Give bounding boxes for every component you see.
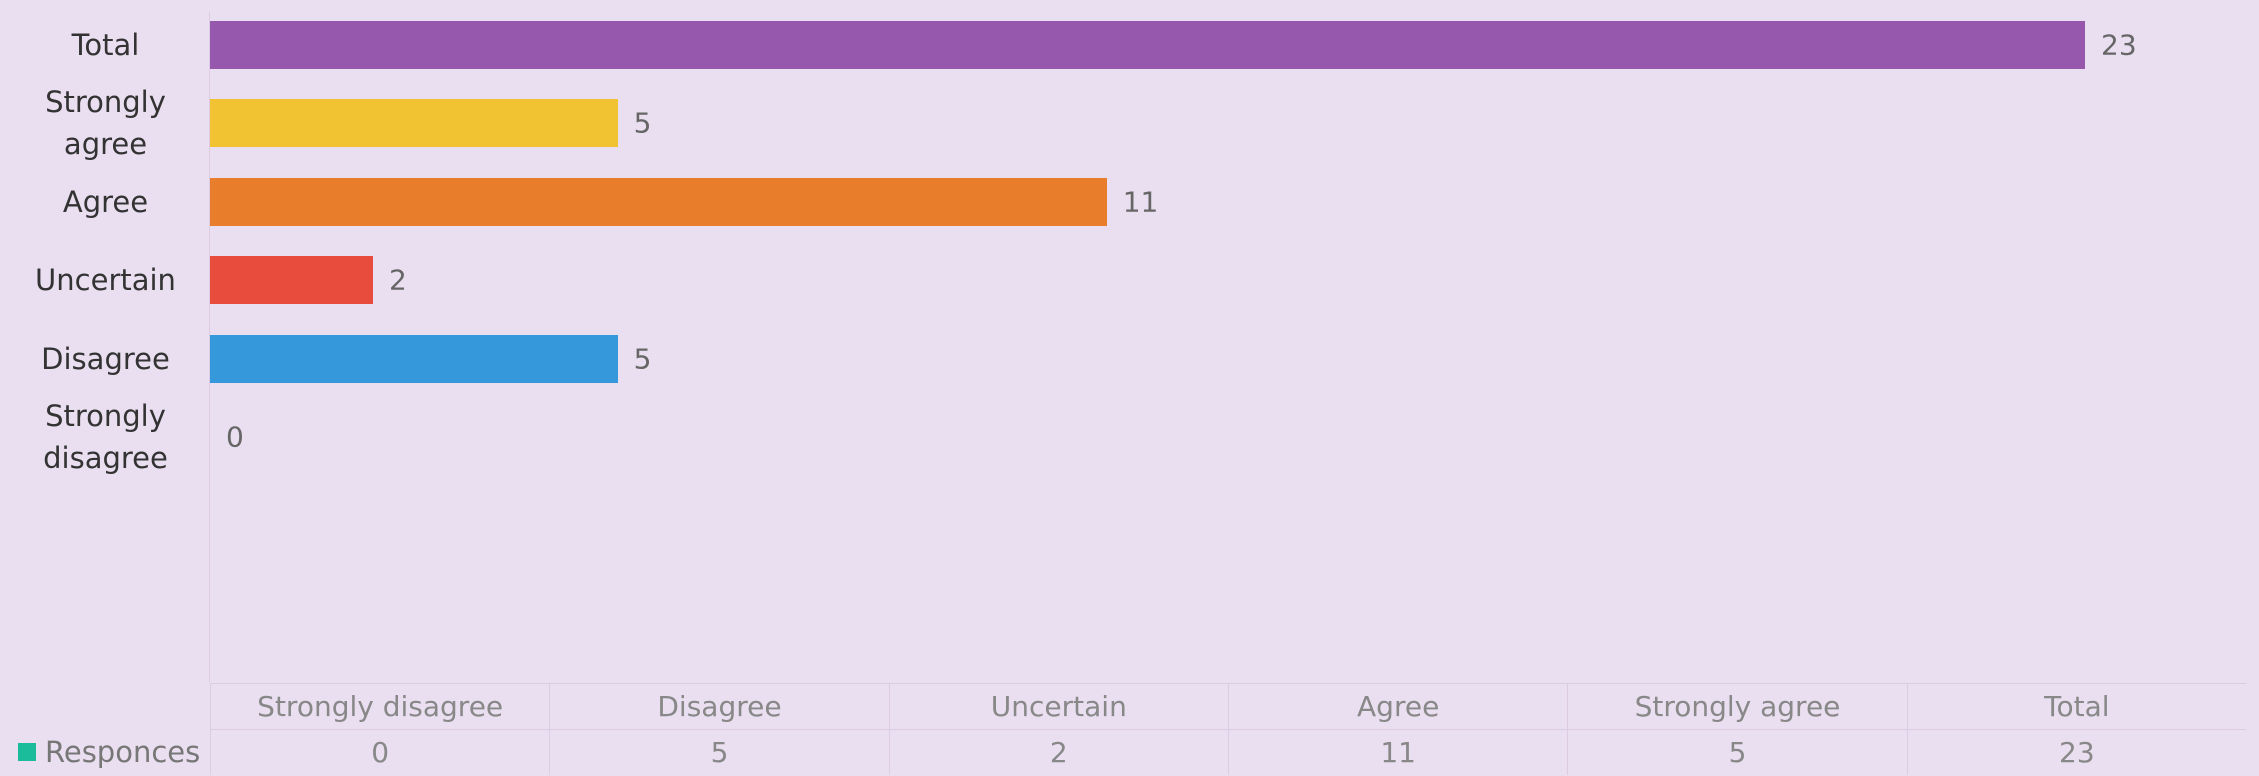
category-label: Strongly disagree bbox=[43, 399, 168, 475]
table-header: Total bbox=[1906, 683, 2246, 729]
table-value: 23 bbox=[1906, 729, 2246, 775]
category-label: Total bbox=[71, 28, 140, 62]
bar bbox=[210, 21, 2085, 69]
data-label: 5 bbox=[633, 342, 652, 376]
data-label: 11 bbox=[1122, 185, 1159, 219]
data-label: 23 bbox=[2101, 28, 2137, 62]
table-header: Strongly agree bbox=[1567, 683, 1907, 729]
bar bbox=[210, 334, 618, 383]
bar bbox=[210, 177, 1107, 226]
table-header: Disagree bbox=[549, 683, 889, 729]
bar bbox=[210, 256, 374, 305]
data-label: 0 bbox=[226, 420, 244, 454]
category-label: Agree bbox=[62, 184, 149, 219]
category-label: Uncertain bbox=[35, 263, 176, 298]
table-header: Uncertain bbox=[888, 683, 1228, 729]
table-value: 2 bbox=[888, 729, 1228, 775]
table-value: 0 bbox=[210, 729, 550, 775]
table-header: Agree bbox=[1228, 683, 1568, 729]
series-name: Responces bbox=[45, 735, 201, 769]
data-label: 2 bbox=[389, 263, 407, 297]
plot-axis bbox=[209, 12, 210, 682]
table-value: 11 bbox=[1228, 729, 1568, 775]
category-label: Strongly agree bbox=[45, 85, 166, 162]
data-label: 5 bbox=[633, 106, 652, 140]
category-label: Disagree bbox=[41, 341, 170, 376]
table-value: 5 bbox=[1567, 729, 1907, 775]
table-header: Strongly disagree bbox=[210, 683, 550, 729]
legend-swatch bbox=[18, 743, 36, 761]
table-value: 5 bbox=[549, 729, 889, 775]
bar bbox=[210, 99, 618, 148]
